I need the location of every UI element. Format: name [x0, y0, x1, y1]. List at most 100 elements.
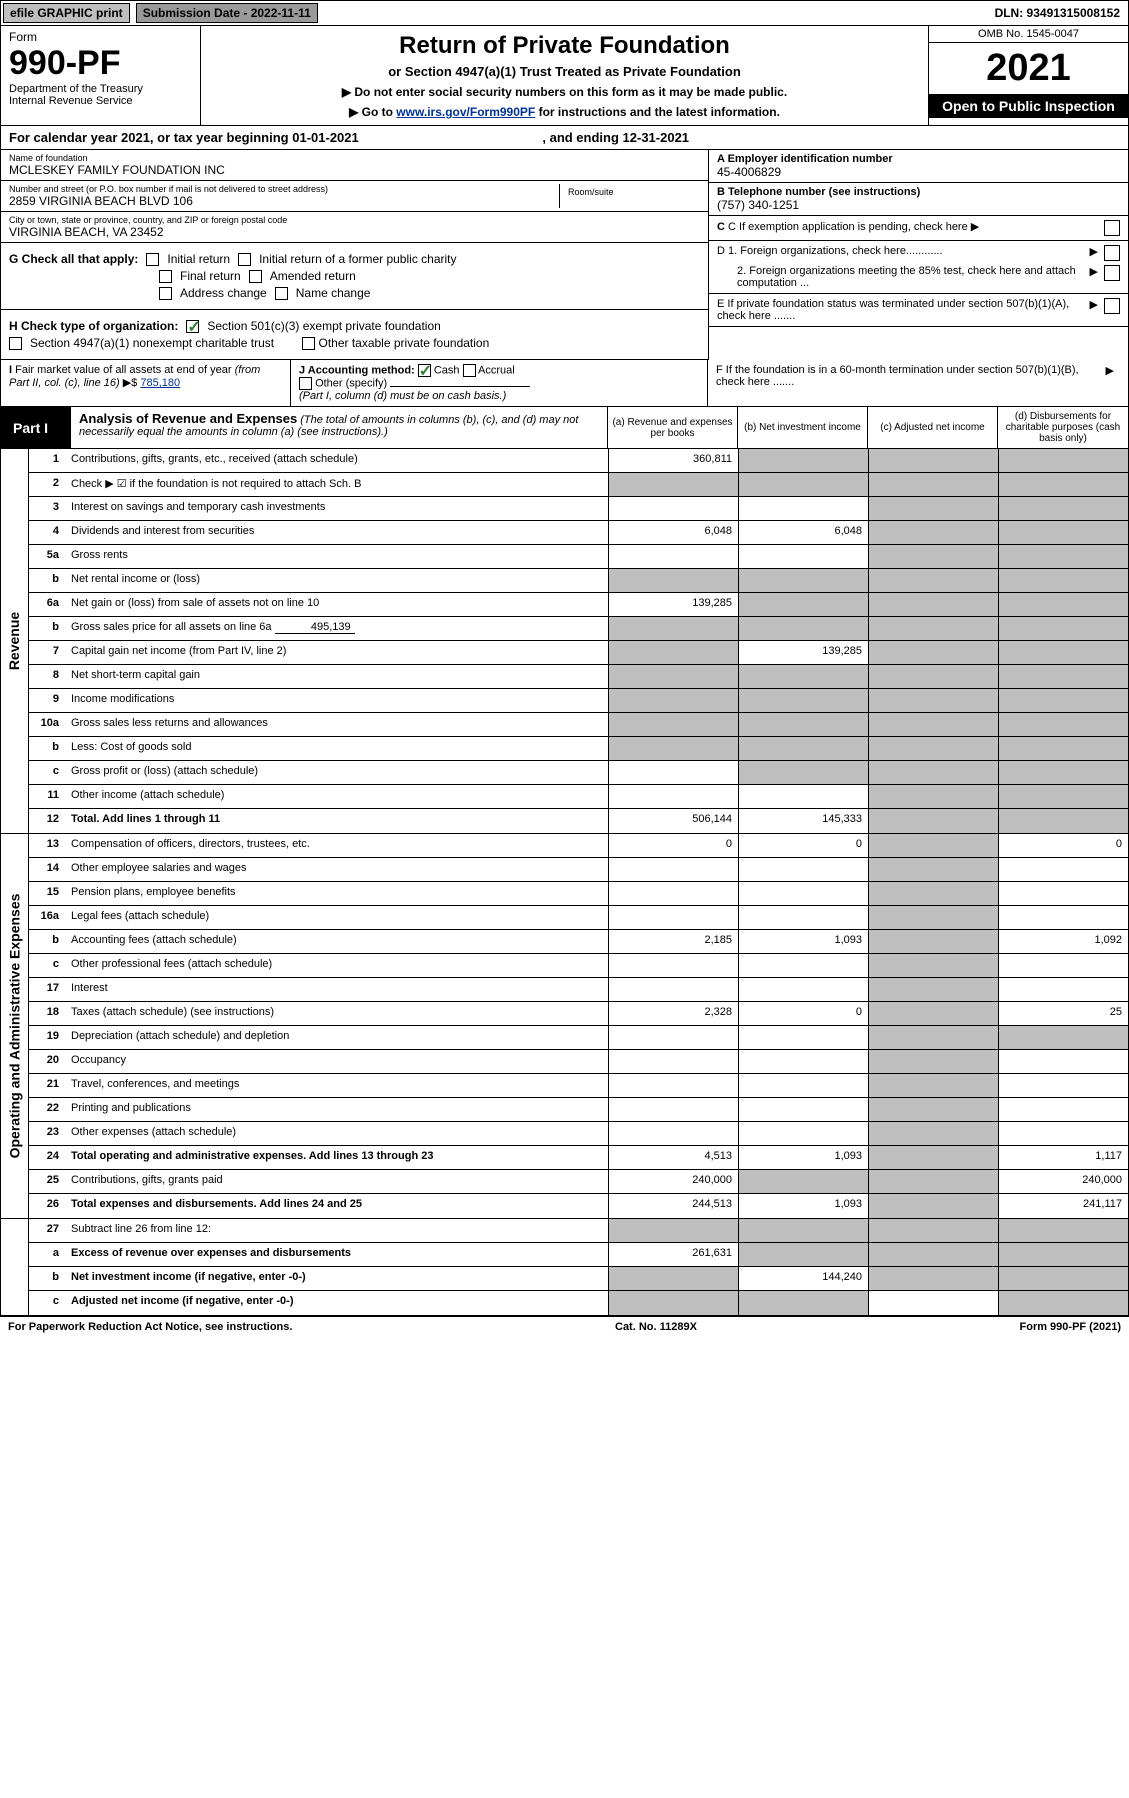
foundation-name-cell: Name of foundation MCLESKEY FAMILY FOUND…: [1, 150, 708, 181]
value-cell: [608, 473, 738, 496]
value-cell: [868, 449, 998, 472]
expenses-section: Operating and Administrative Expenses 13…: [0, 834, 1129, 1219]
table-row: 5aGross rents: [29, 545, 1128, 569]
value-cell: [868, 737, 998, 760]
value-cell: [868, 1267, 998, 1290]
cb-exemption-pending[interactable]: [1104, 220, 1120, 236]
cb-status-terminated[interactable]: [1104, 298, 1120, 314]
top-bar: efile GRAPHIC print Submission Date - 20…: [0, 0, 1129, 26]
value-cell: [738, 954, 868, 977]
value-cell: 0: [608, 834, 738, 857]
value-cell: [738, 1050, 868, 1073]
value-cell: [868, 1146, 998, 1169]
value-cell: [608, 785, 738, 808]
value-cell: [738, 1074, 868, 1097]
i-fmv: I Fair market value of all assets at end…: [1, 360, 291, 406]
value-cell: [738, 545, 868, 568]
submission-date: Submission Date - 2022-11-11: [136, 3, 318, 23]
ein: 45-4006829: [717, 165, 1120, 179]
header-right: OMB No. 1545-0047 2021 Open to Public In…: [928, 26, 1128, 125]
cb-501c3[interactable]: [186, 320, 199, 333]
cb-4947a1[interactable]: [9, 337, 22, 350]
value-cell: [998, 1026, 1128, 1049]
header-left: Form 990-PF Department of the Treasury I…: [1, 26, 201, 125]
value-cell: [868, 1098, 998, 1121]
table-row: 8Net short-term capital gain: [29, 665, 1128, 689]
cb-final-return[interactable]: [159, 270, 172, 283]
cb-address-change[interactable]: [159, 287, 172, 300]
table-row: 25Contributions, gifts, grants paid240,0…: [29, 1170, 1128, 1194]
value-cell: [738, 449, 868, 472]
value-cell: [998, 978, 1128, 1001]
value-cell: 240,000: [998, 1170, 1128, 1193]
expenses-side-label: Operating and Administrative Expenses: [1, 834, 29, 1218]
value-cell: [608, 497, 738, 520]
cb-cash[interactable]: [418, 364, 431, 377]
cb-amended-return[interactable]: [249, 270, 262, 283]
value-cell: 1,117: [998, 1146, 1128, 1169]
value-cell: [868, 930, 998, 953]
efile-btn[interactable]: efile GRAPHIC print: [3, 3, 130, 23]
table-row: 10aGross sales less returns and allowanc…: [29, 713, 1128, 737]
cb-other-method[interactable]: [299, 377, 312, 390]
value-cell: 0: [998, 834, 1128, 857]
value-cell: [998, 569, 1128, 592]
value-cell: 261,631: [608, 1243, 738, 1266]
value-cell: [998, 1243, 1128, 1266]
address-cell: Number and street (or P.O. box number if…: [9, 184, 560, 208]
value-cell: [868, 521, 998, 544]
h-check-area: H Check type of organization: Section 50…: [1, 310, 708, 360]
value-cell: [608, 641, 738, 664]
cb-85pct-test[interactable]: [1104, 265, 1120, 281]
cb-initial-return[interactable]: [146, 253, 159, 266]
value-cell: 25: [998, 1002, 1128, 1025]
fmv-value[interactable]: 785,180: [140, 377, 180, 389]
value-cell: [998, 521, 1128, 544]
cb-initial-former[interactable]: [238, 253, 251, 266]
table-row: bGross sales price for all assets on lin…: [29, 617, 1128, 641]
phone: (757) 340-1251: [717, 198, 1120, 212]
g-check-area: G Check all that apply: Initial return I…: [1, 243, 708, 310]
value-cell: [868, 1074, 998, 1097]
cb-other-taxable[interactable]: [302, 337, 315, 350]
dln: DLN: 93491315008152: [989, 4, 1126, 22]
value-cell: [608, 1050, 738, 1073]
header-center: Return of Private Foundation or Section …: [201, 26, 928, 125]
value-cell: [998, 737, 1128, 760]
value-cell: [608, 665, 738, 688]
value-cell: [738, 1098, 868, 1121]
form-title: Return of Private Foundation: [211, 32, 918, 60]
value-cell: [608, 545, 738, 568]
value-cell: [868, 978, 998, 1001]
value-cell: [608, 1122, 738, 1145]
value-cell: [608, 906, 738, 929]
ijf-row: I Fair market value of all assets at end…: [0, 360, 1129, 407]
form-header: Form 990-PF Department of the Treasury I…: [0, 26, 1129, 126]
city-state-zip: VIRGINIA BEACH, VA 23452: [9, 225, 700, 239]
value-cell: [738, 665, 868, 688]
table-row: 4Dividends and interest from securities6…: [29, 521, 1128, 545]
cb-foreign-org[interactable]: [1104, 245, 1120, 261]
value-cell: [738, 761, 868, 784]
value-cell: [738, 858, 868, 881]
table-row: 3Interest on savings and temporary cash …: [29, 497, 1128, 521]
value-cell: [738, 1122, 868, 1145]
value-cell: [868, 641, 998, 664]
form-subtitle: or Section 4947(a)(1) Trust Treated as P…: [211, 64, 918, 79]
table-row: 27Subtract line 26 from line 12:: [29, 1219, 1128, 1243]
cb-accrual[interactable]: [463, 364, 476, 377]
form-link[interactable]: www.irs.gov/Form990PF: [396, 105, 535, 119]
table-row: 22Printing and publications: [29, 1098, 1128, 1122]
net-section: 27Subtract line 26 from line 12:aExcess …: [0, 1219, 1129, 1316]
cb-name-change[interactable]: [275, 287, 288, 300]
table-row: cOther professional fees (attach schedul…: [29, 954, 1128, 978]
omb-number: OMB No. 1545-0047: [929, 26, 1128, 43]
table-row: 16aLegal fees (attach schedule): [29, 906, 1128, 930]
value-cell: [608, 713, 738, 736]
table-row: 9Income modifications: [29, 689, 1128, 713]
room-cell: Room/suite: [560, 184, 700, 208]
value-cell: [998, 713, 1128, 736]
value-cell: [738, 1026, 868, 1049]
form-word: Form: [9, 30, 192, 44]
value-cell: [868, 1219, 998, 1242]
